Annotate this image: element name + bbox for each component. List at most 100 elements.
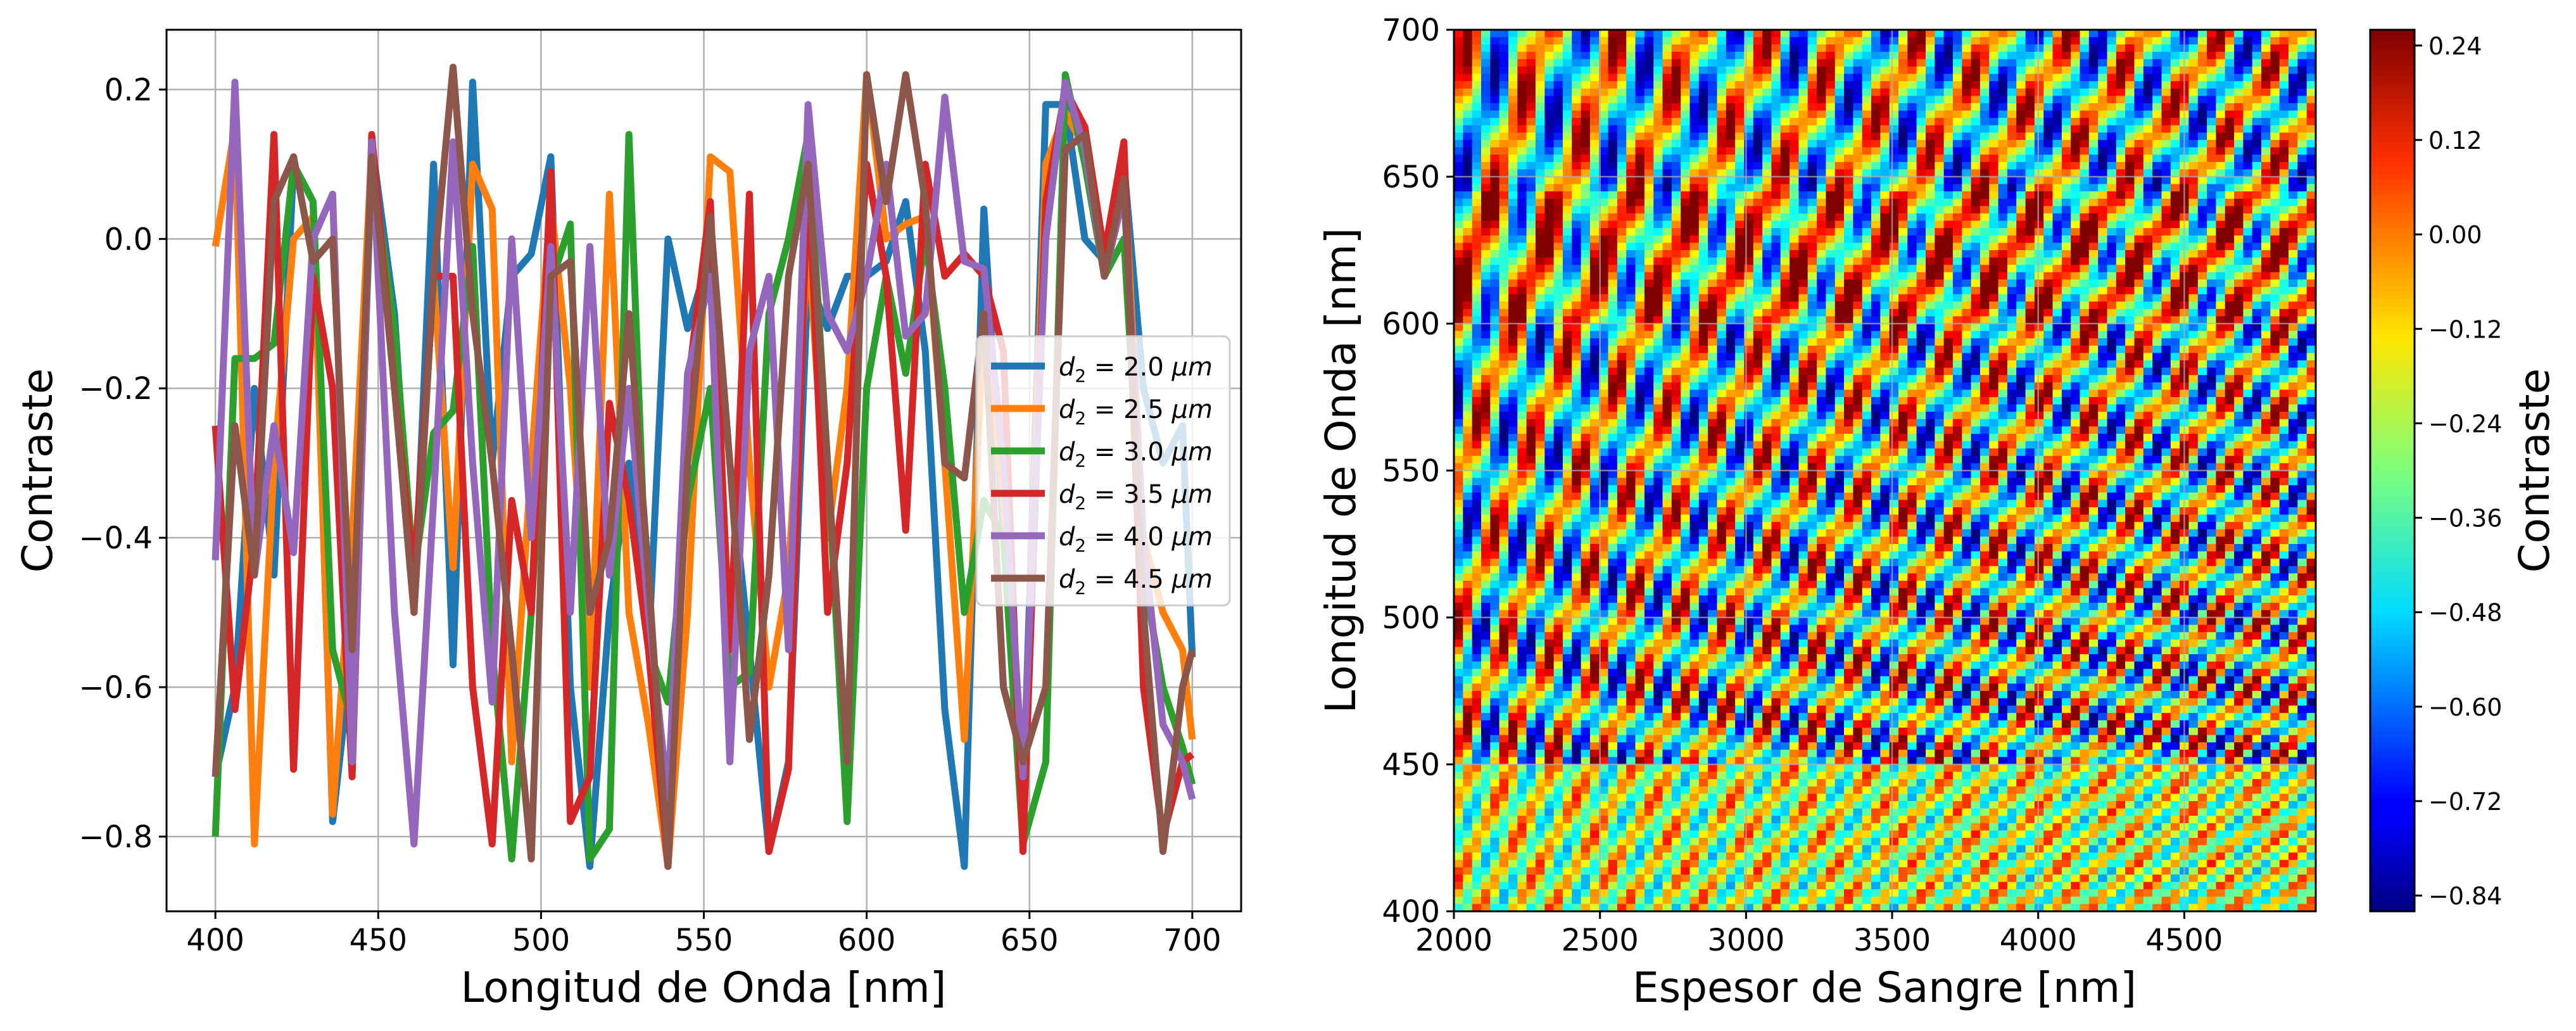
heatmap-cell [1581, 59, 1591, 67]
heatmap-cell [2161, 59, 2171, 67]
heatmap-cell [2080, 96, 2090, 104]
heatmap-cell [1926, 308, 1936, 317]
heatmap-cell [1454, 294, 1464, 302]
heatmap-cell [1916, 140, 1926, 148]
heatmap-cell [2279, 184, 2289, 192]
heatmap-cell [1998, 287, 2008, 295]
heatmap-cell [1499, 375, 1509, 383]
heatmap-cell [1853, 257, 1863, 265]
heatmap-cell [1653, 308, 1664, 317]
heatmap-cell [2071, 96, 2081, 104]
heatmap-cell [1898, 257, 1909, 265]
heatmap-cell [2270, 389, 2280, 398]
heatmap-cell [1526, 169, 1536, 177]
heatmap-cell [1916, 161, 1926, 170]
heatmap-cell [1535, 389, 1545, 398]
heatmap-cell [1907, 73, 1917, 82]
heatmap-cell [1581, 397, 1591, 405]
heatmap-cell [2297, 316, 2308, 324]
heatmap-cell [2188, 206, 2199, 214]
heatmap-cell [2270, 279, 2280, 288]
heatmap-cell [1735, 147, 1745, 155]
heatmap-cell [2289, 338, 2299, 346]
heatmap-cell [1508, 397, 1518, 405]
heatmap-cell [2098, 220, 2108, 229]
heatmap-cell [1807, 132, 1817, 141]
heatmap-cell [1989, 198, 1999, 207]
heatmap-cell [1926, 155, 1936, 163]
heatmap-cell [1880, 243, 1890, 251]
heatmap-cell [1481, 81, 1491, 89]
heatmap-cell [2207, 140, 2217, 148]
heatmap-cell [1463, 324, 1473, 332]
heatmap-cell [1735, 118, 1745, 126]
heatmap-cell [1862, 103, 1872, 111]
heatmap-cell [2252, 118, 2262, 126]
heatmap-cell [1508, 265, 1518, 273]
heatmap-cell [2297, 338, 2308, 346]
heatmap-cell [2134, 257, 2144, 265]
heatmap-cell [2279, 265, 2289, 273]
heatmap-cell [1671, 353, 1681, 361]
heatmap-cell [1926, 51, 1936, 60]
heatmap-cell [1817, 324, 1827, 332]
heatmap-cell [1771, 73, 1781, 82]
heatmap-cell [1762, 389, 1772, 398]
heatmap-cell [2071, 73, 2081, 82]
heatmap-cell [1952, 228, 1962, 236]
heatmap-cell [1735, 324, 1745, 332]
legend-label-2: d2 = 2.5 μm [1059, 395, 1213, 429]
heatmap-cell [1589, 51, 1600, 60]
heatmap-cell [1517, 140, 1527, 148]
heatmap-cell [1935, 103, 1945, 111]
heatmap-cell [1998, 161, 2008, 170]
heatmap-cell [1998, 228, 2008, 236]
heatmap-cell [1553, 353, 1563, 361]
heatmap-cell [2234, 110, 2244, 118]
heatmap-cell [1780, 279, 1790, 288]
heatmap-cell [2071, 88, 2081, 97]
heatmap-cell [2289, 88, 2299, 97]
heatmap-cell [2088, 198, 2099, 207]
heatmap-cell [2188, 389, 2199, 398]
heatmap-cell [2016, 147, 2026, 155]
heatmap-cell [1817, 110, 1827, 118]
heatmap-cell [1635, 287, 1645, 295]
heatmap-cell [1454, 338, 1464, 346]
heatmap-cell [1998, 132, 2008, 141]
heatmap-cell [1544, 184, 1555, 192]
heatmap-cell [2188, 287, 2199, 295]
heatmap-cell [2071, 132, 2081, 141]
heatmap-cell [1526, 110, 1536, 118]
heatmap-cell [1907, 198, 1917, 207]
heatmap-cell [1979, 250, 1990, 258]
heatmap-cell [1926, 287, 1936, 295]
heatmap-cell [1844, 345, 1854, 354]
heatmap-cell [1481, 66, 1491, 75]
heatmap-cell [2080, 301, 2090, 310]
heatmap-cell [1998, 272, 2008, 281]
heatmap-cell [1535, 301, 1545, 310]
heatmap-cell [1989, 213, 1999, 222]
heatmap-cell [2052, 110, 2062, 118]
heatmap-cell [1671, 161, 1681, 170]
heatmap-cell [2170, 397, 2180, 405]
heatmap-cell [2243, 353, 2253, 361]
heatmap-cell [1599, 316, 1609, 324]
heatmap-cell [2025, 353, 2035, 361]
heatmap-cell [1907, 132, 1917, 141]
heatmap-cell [1517, 353, 1527, 361]
heatmap-cell [1726, 375, 1736, 383]
heatmap-cell [1807, 110, 1817, 118]
heatmap-cell [1517, 88, 1527, 97]
heatmap-cell [1889, 257, 1899, 265]
heatmap-cell [1544, 147, 1555, 155]
heatmap-cell [2061, 169, 2071, 177]
heatmap-cell [1826, 220, 1836, 229]
heatmap-cell [1681, 184, 1691, 192]
heatmap-cell [2143, 301, 2153, 310]
heatmap-cell [1608, 404, 1618, 412]
heatmap-cell [1698, 103, 1708, 111]
heatmap-cell [1952, 191, 1962, 199]
heatmap-cell [1771, 331, 1781, 339]
